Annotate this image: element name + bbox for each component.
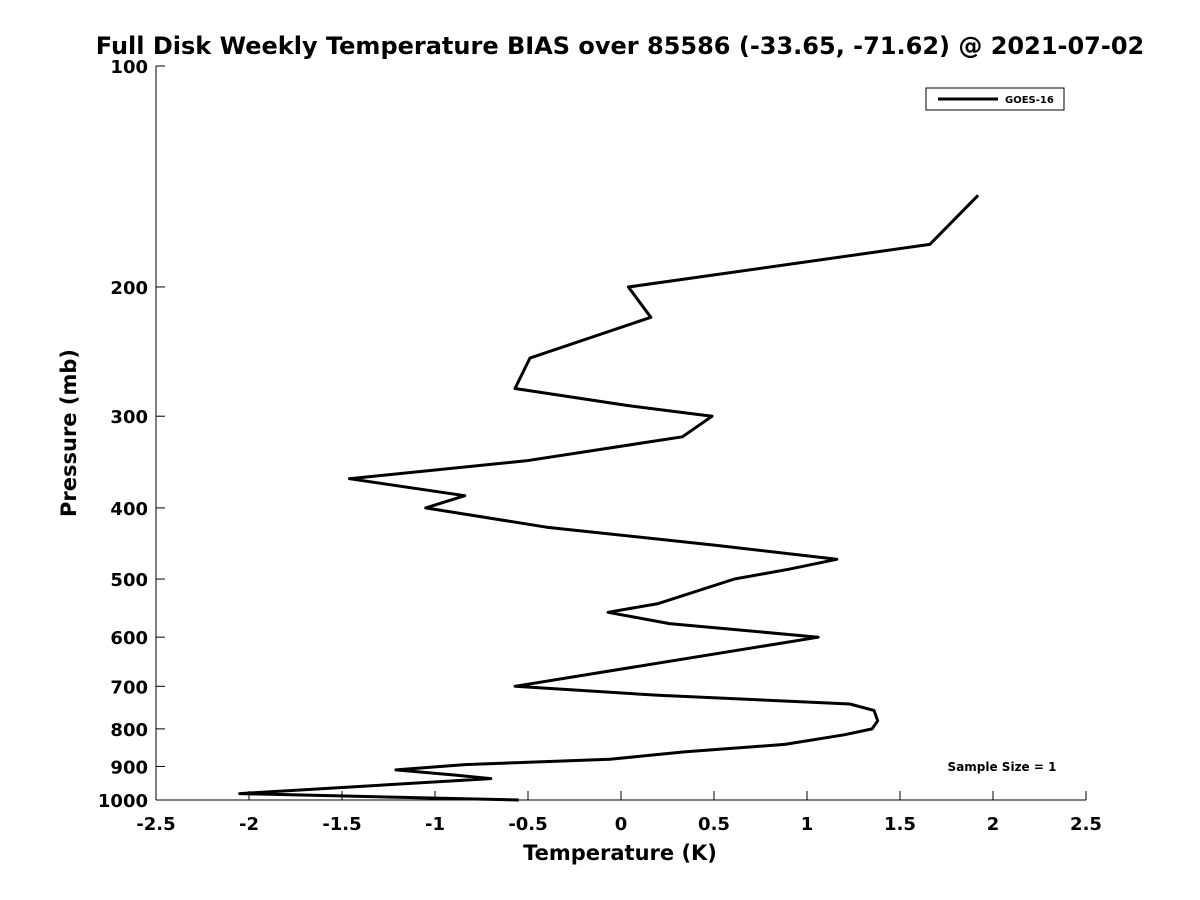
- series-line-goes-16: [238, 194, 980, 802]
- x-tick-label: 0: [615, 814, 628, 835]
- x-tick-label: -2.5: [136, 814, 175, 835]
- legend-label-goes-16: GOES-16: [1005, 95, 1054, 106]
- y-tick-label: 800: [110, 720, 148, 741]
- x-axis-label: Temperature (K): [523, 841, 717, 865]
- y-tick-label: 100: [110, 57, 148, 78]
- y-tick-label: 1000: [98, 791, 148, 812]
- y-tick-label: 600: [110, 628, 148, 649]
- x-tick-label: -2: [239, 814, 259, 835]
- y-tick-label: 200: [110, 278, 148, 299]
- y-axis-label: Pressure (mb): [57, 349, 81, 517]
- y-tick-label: 700: [110, 677, 148, 698]
- x-tick-label: 1.5: [884, 814, 916, 835]
- y-tick-label: 500: [110, 570, 148, 591]
- plot-area: -2.5 -2 -1.5 -1 -0.5 0 0.5 1 1.5 2 2.5 100 200 300 400…: [98, 57, 1102, 835]
- x-tick-label: -1.5: [322, 814, 361, 835]
- x-tick-label: 0.5: [698, 814, 730, 835]
- y-tick-label: 300: [110, 407, 148, 428]
- y-tick-label: 400: [110, 499, 148, 520]
- x-tick-label: -1: [425, 814, 445, 835]
- x-tick-label: -0.5: [508, 814, 547, 835]
- x-tick-label: 2: [987, 814, 1000, 835]
- sample-size-annotation: Sample Size = 1: [948, 760, 1057, 774]
- chart-title: Full Disk Weekly Temperature BIAS over 8…: [96, 32, 1144, 60]
- y-tick-label: 900: [110, 757, 148, 778]
- x-tick-label: 2.5: [1070, 814, 1102, 835]
- x-tick-label: 1: [801, 814, 814, 835]
- legend: GOES-16: [925, 87, 1065, 111]
